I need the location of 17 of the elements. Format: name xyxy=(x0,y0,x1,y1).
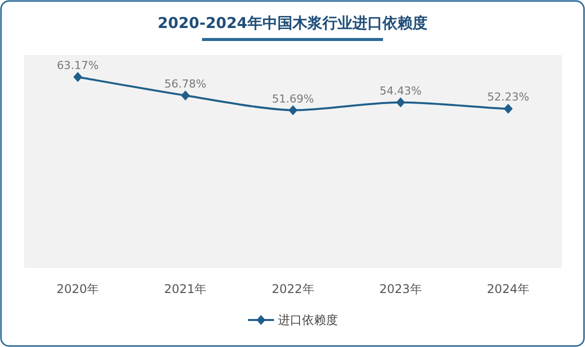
data-label: 52.23% xyxy=(487,90,530,104)
legend-label: 进口依赖度 xyxy=(278,313,338,327)
point xyxy=(180,90,190,101)
data-label: 51.69% xyxy=(272,92,314,106)
data-label: 63.17% xyxy=(56,59,99,72)
x-tick-label: 2023年 xyxy=(379,282,422,296)
x-tick-label: 2022年 xyxy=(272,282,314,296)
point xyxy=(73,72,82,82)
data-label: 54.43% xyxy=(380,84,422,98)
chart-title: 2020-2024年中国木浆行业进口依赖度 xyxy=(158,14,428,32)
x-tick-label: 2024年 xyxy=(486,282,530,296)
point xyxy=(396,97,406,108)
x-tick-label: 2020年 xyxy=(56,282,100,296)
point xyxy=(288,105,298,116)
x-tick-label: 2021年 xyxy=(164,282,207,296)
data-label: 56.78% xyxy=(164,78,206,91)
point xyxy=(504,104,513,114)
